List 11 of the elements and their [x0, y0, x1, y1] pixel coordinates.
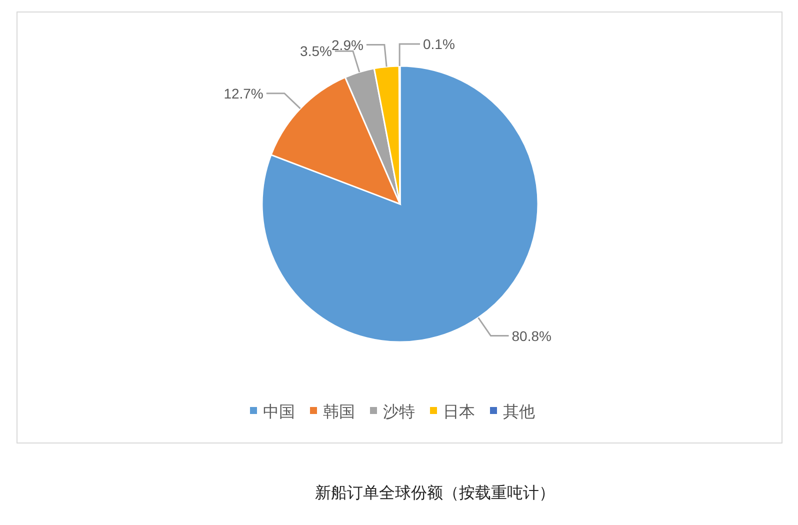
data-label: 0.1% — [423, 36, 455, 52]
data-label: 2.9% — [332, 36, 364, 53]
data-label: 3.5% — [300, 43, 332, 60]
legend-label: 日本 — [443, 403, 475, 421]
legend-label: 其他 — [503, 403, 535, 421]
legend-label: 中国 — [263, 403, 295, 421]
legend-label: 韩国 — [323, 403, 355, 421]
data-label: 80.8% — [512, 328, 552, 344]
data-label: 12.7% — [224, 85, 264, 102]
text: 新船订单全球份额（按载重吨计） — [315, 484, 555, 502]
legend-label: 沙特 — [383, 403, 415, 421]
